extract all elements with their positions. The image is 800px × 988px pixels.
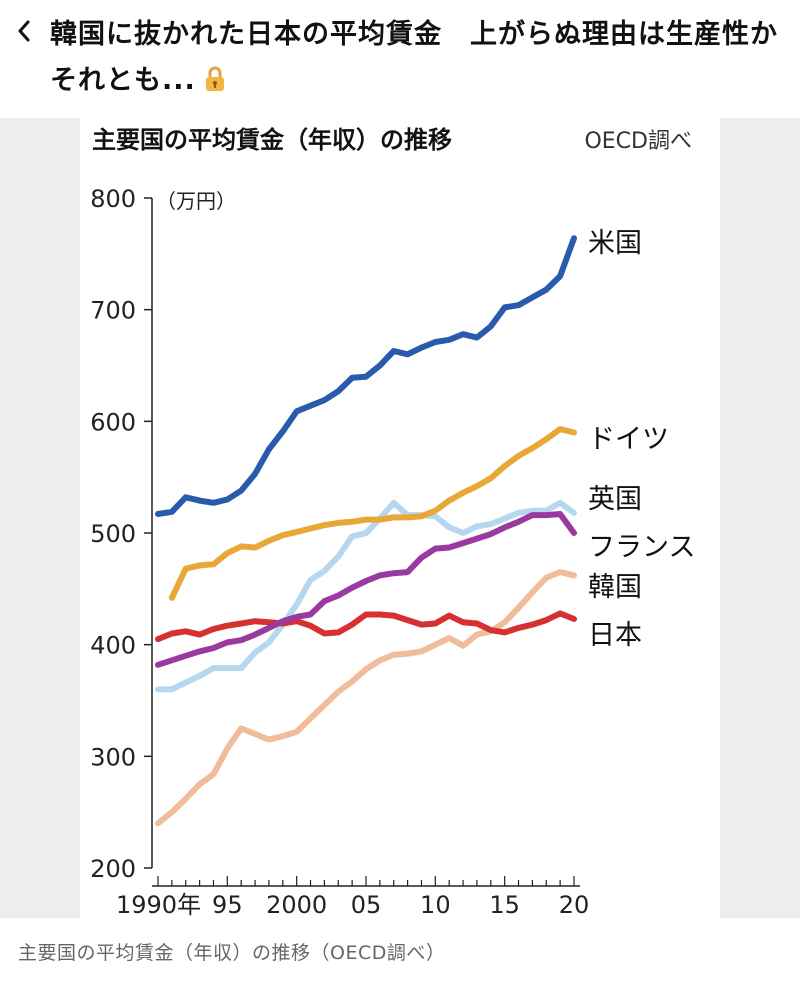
series-line-japan — [155, 610, 577, 643]
chart-source: OECD調べ — [584, 129, 692, 154]
series-label-korea: 韓国 — [588, 572, 642, 603]
x-tick-label: 15 — [489, 891, 520, 918]
series-label-germany: ドイツ — [588, 424, 669, 455]
series-label-france: フランス — [588, 532, 695, 563]
article-title-text: 韓国に抜かれた日本の平均賃金 上がらぬ理由は生産性かそれとも... — [50, 19, 778, 96]
series-line-korea — [155, 569, 577, 827]
series-label-us: 米国 — [588, 228, 642, 259]
y-tick-label: 200 — [90, 855, 136, 883]
series-line-us — [155, 235, 577, 517]
x-tick-label: 20 — [559, 891, 590, 918]
x-tick-label: 10 — [420, 891, 451, 918]
y-tick-label: 800 — [90, 185, 136, 213]
x-tick-label: 1990年 — [116, 891, 201, 918]
lock-icon — [204, 66, 226, 92]
chart-title: 主要国の平均賃金（年収）の推移 — [92, 126, 452, 154]
chevron-left-icon — [18, 20, 30, 42]
y-tick-label: 500 — [90, 520, 136, 548]
line-chart: 主要国の平均賃金（年収）の推移 OECD調べ （万円） 200 300 400 500… — [90, 126, 695, 918]
y-tick-label: 700 — [90, 297, 136, 325]
figure-caption: 主要国の平均賃金（年収）の推移（OECD調べ） — [18, 942, 446, 964]
y-tick-label: 300 — [90, 743, 136, 771]
series-line-france — [155, 511, 577, 668]
y-unit-label: （万円） — [156, 189, 236, 213]
x-tick-label: 95 — [212, 891, 243, 918]
series-line-uk — [155, 499, 577, 693]
article-title: 韓国に抜かれた日本の平均賃金 上がらぬ理由は生産性かそれとも... — [50, 12, 780, 104]
back-button[interactable] — [14, 18, 34, 44]
article-header: 韓国に抜かれた日本の平均賃金 上がらぬ理由は生産性かそれとも... — [0, 0, 800, 118]
x-tick-label: 05 — [351, 891, 382, 918]
series-line-germany — [168, 426, 577, 601]
y-tick-label: 600 — [90, 408, 136, 436]
series-label-japan: 日本 — [588, 620, 642, 651]
y-tick-label: 400 — [90, 632, 136, 660]
chart-figure: 主要国の平均賃金（年収）の推移 OECD調べ （万円） 200 300 400 500… — [80, 118, 720, 918]
x-tick-label: 2000 — [266, 891, 327, 918]
series-label-uk: 英国 — [588, 484, 642, 515]
